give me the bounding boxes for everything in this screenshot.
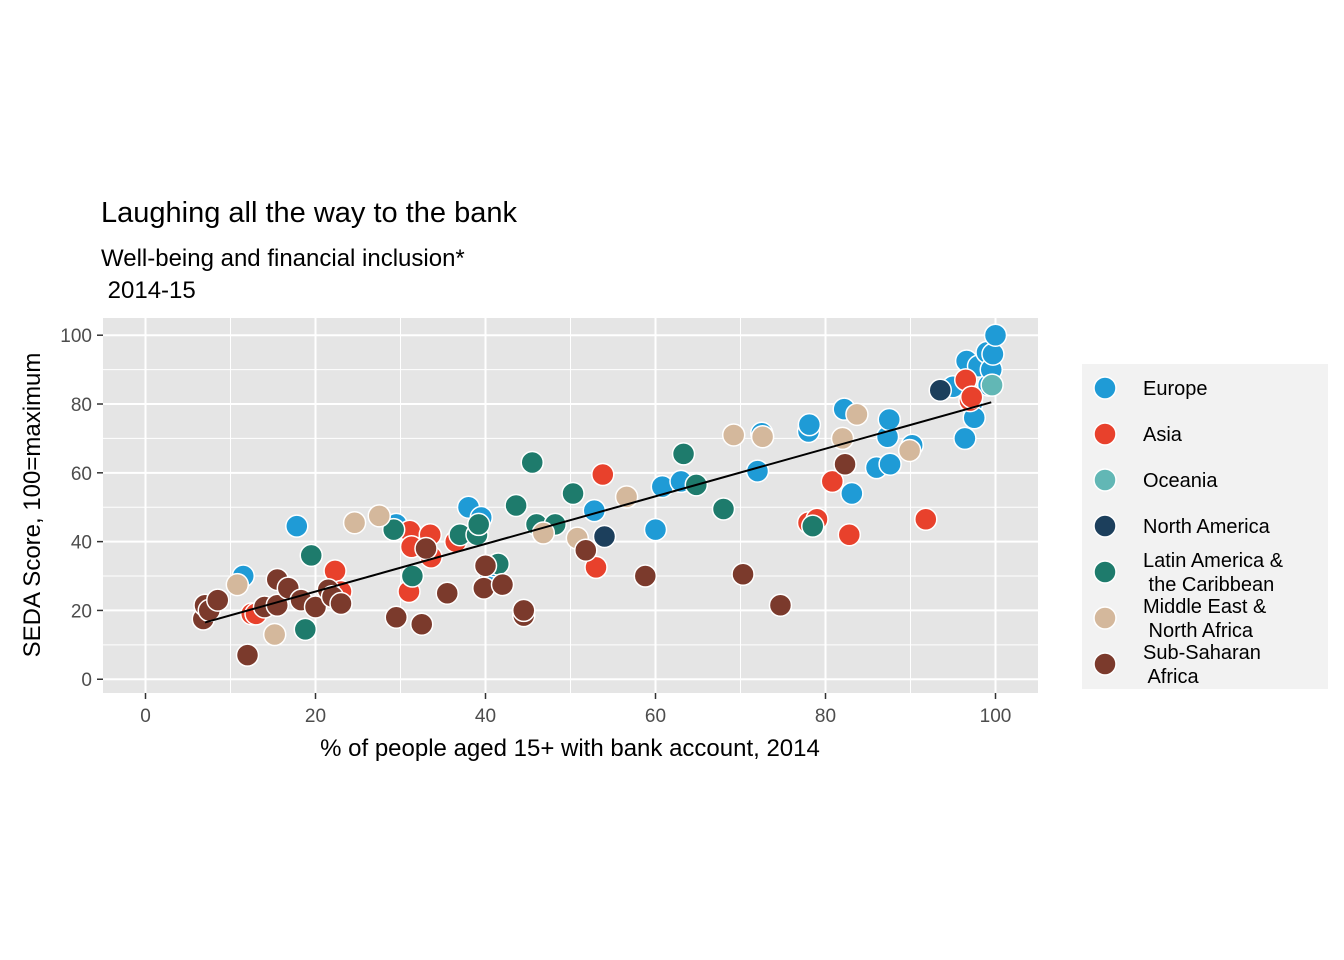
data-point <box>329 591 353 616</box>
y-tick-label: 40 <box>71 533 92 554</box>
data-point <box>633 564 658 588</box>
data-point <box>235 643 260 667</box>
data-point <box>592 524 617 549</box>
data-point <box>384 605 408 630</box>
x-tick-label: 80 <box>815 706 836 727</box>
data-point <box>561 481 585 506</box>
data-point <box>466 512 491 537</box>
data-point <box>293 617 318 642</box>
legend-key <box>1093 652 1117 676</box>
legend-key <box>1093 376 1117 400</box>
data-point <box>953 426 977 451</box>
data-point <box>980 373 1004 397</box>
legend-key <box>1093 468 1117 492</box>
data-point <box>504 493 528 518</box>
data-point <box>731 562 755 587</box>
legend-box <box>1082 364 1328 689</box>
x-axis-label: % of people aged 15+ with bank account, … <box>320 735 820 762</box>
data-point <box>671 442 696 466</box>
legend-key <box>1093 560 1117 584</box>
legend-key <box>1093 514 1117 538</box>
data-point <box>591 462 615 487</box>
data-point <box>520 450 544 475</box>
data-point <box>225 572 250 597</box>
data-point <box>711 497 736 521</box>
grid-minor <box>103 318 1038 693</box>
y-axis-label: SEDA Score, 100=maximum <box>19 353 46 658</box>
data-point <box>801 514 825 538</box>
y-tick-label: 60 <box>71 464 92 485</box>
legend-label: Europe <box>1143 378 1208 400</box>
x-tick-label: 20 <box>305 706 326 727</box>
data-point <box>574 538 598 562</box>
data-point <box>584 555 608 580</box>
legend-key <box>1093 606 1117 630</box>
data-point <box>473 553 498 578</box>
data-point <box>768 593 793 618</box>
legend-label: Oceania <box>1143 470 1218 492</box>
data-point <box>750 424 775 449</box>
chart-title: Laughing all the way to the bank <box>101 197 517 229</box>
data-point <box>435 581 459 605</box>
data-point <box>877 407 901 432</box>
data-point <box>531 521 556 545</box>
data-point <box>262 622 287 647</box>
data-point <box>400 564 425 588</box>
legend-label: Latin America & the Caribbean <box>1143 550 1284 596</box>
legend-label: North America <box>1143 516 1271 538</box>
legend-label: Middle East & North Africa <box>1143 596 1267 642</box>
y-tick-label: 0 <box>81 670 92 691</box>
legend-label: Asia <box>1143 424 1183 446</box>
data-points <box>191 323 1008 667</box>
legend-label: Sub-Saharan Africa <box>1143 642 1261 688</box>
data-point <box>983 323 1008 347</box>
trend-line <box>204 401 992 624</box>
data-point <box>721 423 746 447</box>
legend: Europe Asia Oceania North America Latin Amer… <box>1093 376 1284 688</box>
y-tick-label: 20 <box>71 601 92 622</box>
data-point <box>878 452 902 476</box>
y-axis-ticks: 0 20 40 60 80 100 <box>60 326 103 691</box>
data-point <box>643 517 668 542</box>
data-point <box>820 469 845 494</box>
data-point <box>745 459 770 483</box>
y-tick-label: 100 <box>60 326 92 347</box>
x-tick-label: 40 <box>475 706 496 727</box>
x-tick-label: 100 <box>980 706 1012 727</box>
data-point <box>837 522 862 547</box>
data-point <box>840 481 864 506</box>
x-axis-ticks: 0 20 40 60 80 100 <box>140 693 1011 727</box>
data-point <box>206 588 230 612</box>
data-point <box>299 543 323 568</box>
data-point <box>914 507 938 532</box>
data-point <box>342 510 367 535</box>
data-point <box>381 517 406 542</box>
data-point <box>928 378 952 402</box>
chart-subtitle-line-1: Well-being and financial inclusion* <box>101 245 465 272</box>
data-point <box>830 426 855 451</box>
data-point <box>897 438 922 463</box>
data-point <box>845 402 869 427</box>
x-tick-label: 0 <box>140 706 151 727</box>
legend-key <box>1093 422 1117 446</box>
chart-subtitle-line-2: 2014-15 <box>101 277 196 304</box>
data-point <box>414 536 438 561</box>
data-point <box>490 572 515 597</box>
data-point <box>833 452 857 476</box>
data-point <box>512 598 536 623</box>
data-point <box>367 504 391 528</box>
data-point <box>303 595 328 619</box>
data-point <box>797 412 822 437</box>
x-tick-label: 60 <box>645 706 666 727</box>
data-point <box>285 514 309 538</box>
y-tick-label: 80 <box>71 395 92 416</box>
data-point <box>410 612 434 636</box>
